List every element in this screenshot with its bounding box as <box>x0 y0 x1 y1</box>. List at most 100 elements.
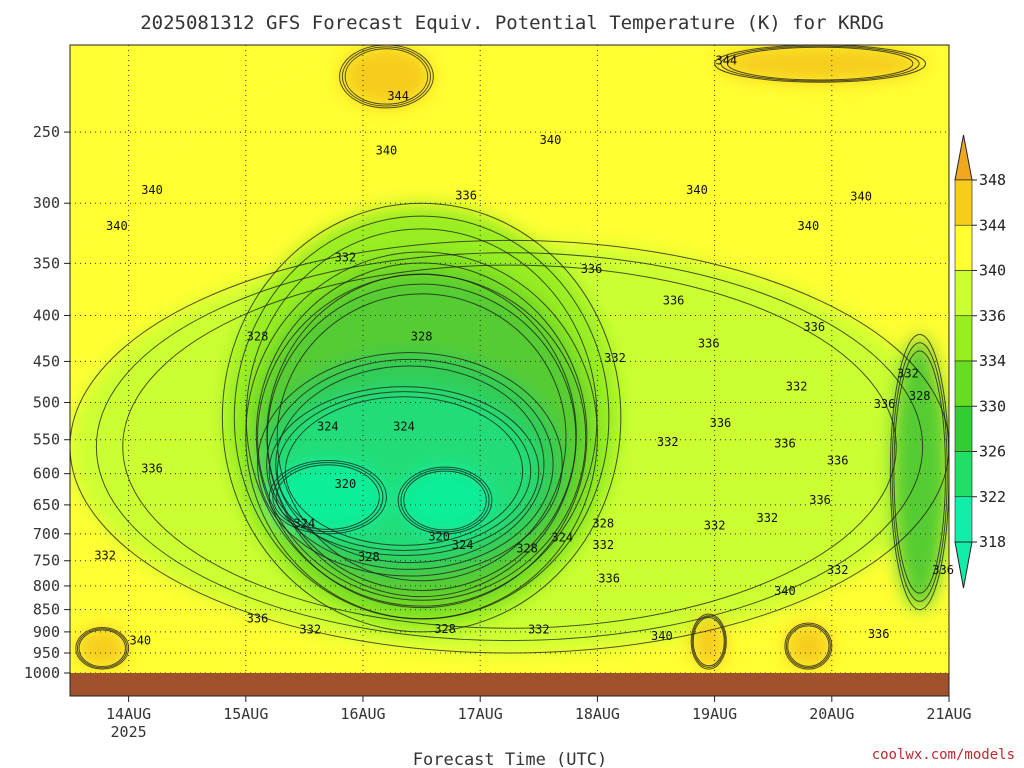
y-tick-label: 400 <box>33 306 60 324</box>
colorbar-top-arrow <box>954 134 973 181</box>
ground-strip <box>70 673 949 696</box>
contour-line <box>70 239 949 654</box>
colorbar-segment <box>954 315 973 362</box>
contour-line <box>76 628 128 669</box>
y-tick-label: 1000 <box>24 664 60 682</box>
colorbar-bottom-arrow <box>954 541 973 589</box>
x-tick-label: 16AUG <box>340 705 385 723</box>
contour-label: 336 <box>581 262 603 276</box>
contour-label: 328 <box>516 542 538 556</box>
contour-label: 324 <box>393 420 415 434</box>
plot-area: 344 344 340 340 340 340 340 340 340 340 340 340 336 3… <box>69 44 954 697</box>
y-tick-label: 350 <box>33 254 60 272</box>
contour-line <box>691 615 726 668</box>
y-tick-label: 750 <box>33 552 60 570</box>
y-tick-label: 700 <box>33 525 60 543</box>
contour-line <box>341 46 432 107</box>
contour-line <box>95 252 924 642</box>
contour-line <box>221 202 622 633</box>
contour-label: 328 <box>592 517 614 531</box>
chart-title: 2025081312 GFS Forecast Equiv. Potential… <box>140 12 884 34</box>
contour-line <box>266 283 577 592</box>
contour-line <box>720 45 920 82</box>
x-tick-label: 15AUG <box>223 705 268 723</box>
contour-label: 336 <box>803 320 825 334</box>
contour-label: 320 <box>428 530 450 544</box>
contour-label: 340 <box>798 219 820 233</box>
contour-label: 332 <box>786 380 808 394</box>
contour-line <box>784 622 833 670</box>
y-tick-label: 550 <box>33 431 60 449</box>
contour-line <box>78 629 126 668</box>
contour-label: 344 <box>387 89 409 103</box>
y-tick-label: 950 <box>33 644 60 662</box>
colorbar-segment <box>954 405 973 452</box>
y-tick-label: 800 <box>33 577 60 595</box>
contour-label: 340 <box>141 183 163 197</box>
contour-line <box>276 293 567 582</box>
x-tick-label: 14AUG <box>106 705 151 723</box>
colorbar-segment <box>954 224 973 271</box>
contour-label: 336 <box>827 453 849 467</box>
contour-label: 340 <box>774 584 796 598</box>
contour-label: 340 <box>686 183 708 197</box>
contour-line <box>276 391 532 551</box>
colorbar-tick-label: 326 <box>979 443 1006 461</box>
contour-region <box>691 614 727 670</box>
contour-line <box>266 358 554 570</box>
contour-label: 332 <box>528 623 550 637</box>
contour-line <box>403 470 487 531</box>
contour-label: 340 <box>850 190 872 204</box>
x-tick-label: 21AUG <box>926 705 971 723</box>
contour-label: 324 <box>551 531 573 545</box>
contour-label: 336 <box>598 572 620 586</box>
colorbar-segment <box>954 179 973 226</box>
contour-label: 336 <box>698 337 720 351</box>
colorbar: 348 344 340 336 334 330 326 322 318 <box>954 134 1006 589</box>
contour-label: 336 <box>868 627 890 641</box>
y-tick-label: 300 <box>33 194 60 212</box>
contour-label: 332 <box>756 511 778 525</box>
contour-label: 332 <box>335 251 357 265</box>
contour-line <box>690 613 727 670</box>
y-tick-label: 850 <box>33 601 60 619</box>
contour-line <box>714 45 927 83</box>
contour-label: 336 <box>455 188 477 202</box>
contour-label: 336 <box>874 397 896 411</box>
colorbar-segment <box>954 270 973 317</box>
contour-lines <box>70 45 949 670</box>
contour-line <box>122 264 897 629</box>
contour-label: 332 <box>827 563 849 577</box>
contour-line <box>275 464 380 530</box>
contour-region <box>398 467 492 534</box>
contour-label: 324 <box>317 420 339 434</box>
contour-line <box>257 352 563 577</box>
contour-label: 340 <box>376 143 398 157</box>
contour-line <box>889 334 949 611</box>
contour-label: 332 <box>704 518 726 532</box>
y-tick-label: 650 <box>33 496 60 514</box>
contour-label: 328 <box>434 622 456 636</box>
colorbar-tick-label: 318 <box>979 533 1006 551</box>
colorbar-tick-label: 344 <box>979 216 1006 234</box>
colorbar-tick-label: 334 <box>979 352 1006 370</box>
contour-line <box>785 623 831 669</box>
contour-line <box>284 396 524 546</box>
contour-line <box>255 262 588 609</box>
contour-label: 332 <box>592 538 614 552</box>
colorbar-tick-label: 336 <box>979 307 1006 325</box>
contour-label: 336 <box>247 612 269 626</box>
contour-label: 344 <box>715 53 737 67</box>
contour-label: 328 <box>358 550 380 564</box>
colorbar-segment <box>954 496 973 543</box>
contour-labels: 344 344 340 340 340 340 340 340 340 340 340 340 336 3… <box>94 53 954 647</box>
y-tick-label: 600 <box>33 465 60 483</box>
colorbar-tick-label: 340 <box>979 262 1006 280</box>
colorbar-segment <box>954 451 973 498</box>
contour-line <box>272 462 384 533</box>
contour-label: 332 <box>94 549 116 563</box>
contour-label: 332 <box>299 623 321 637</box>
contour-line <box>400 468 490 533</box>
contour-regions <box>70 45 949 673</box>
